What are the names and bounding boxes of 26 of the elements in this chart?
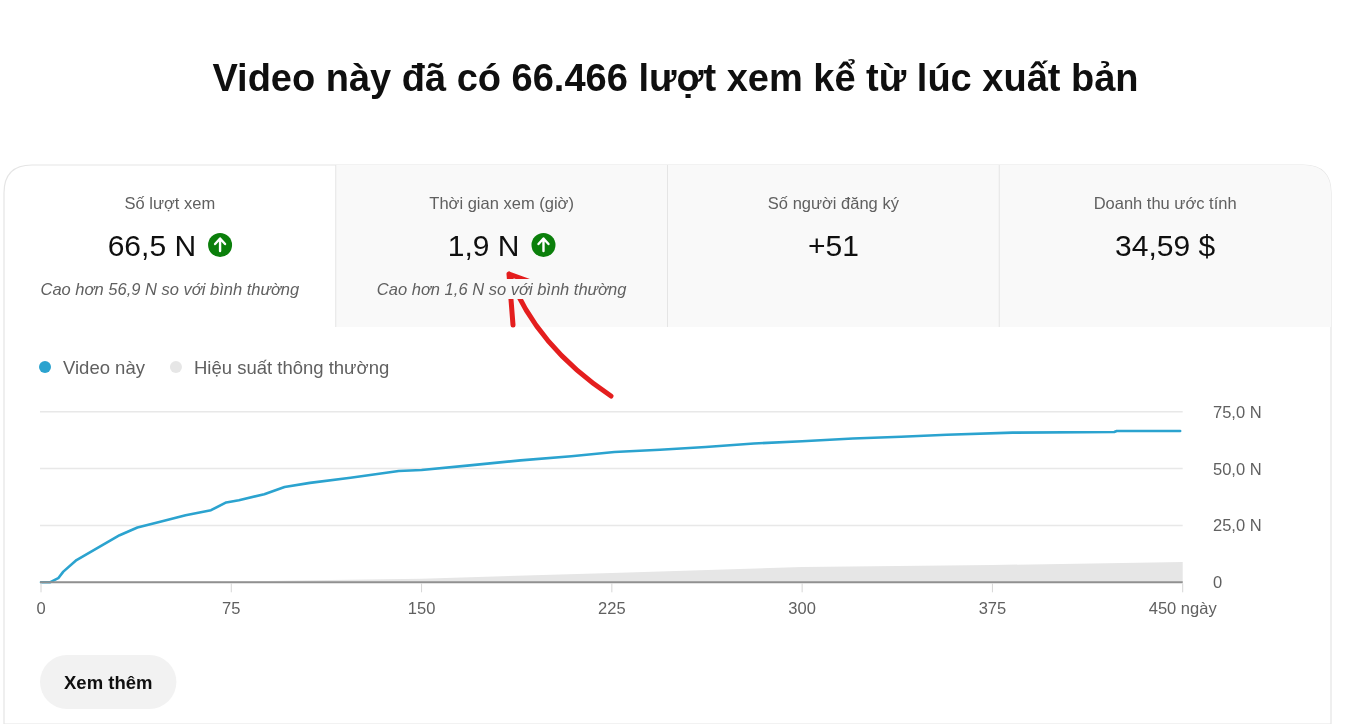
x-tick-label: 375	[978, 599, 1007, 617]
category-label: Số lượt xem	[124, 194, 216, 212]
x-tick-label: 450 ngày	[1148, 599, 1218, 617]
x-tick-label: 225	[598, 599, 626, 617]
y-tick-label: 0	[1213, 573, 1223, 592]
legend-label: Video này	[63, 356, 146, 378]
x-tick-label: 300	[788, 599, 816, 617]
text: 1,9 N	[447, 229, 520, 262]
x-tick-label: 0	[36, 599, 46, 617]
text: 66,5 N	[107, 229, 197, 262]
text: Video này đã có 66.466 lượt xem kể từ lúc xuất bản	[212, 57, 1139, 99]
line-series	[39, 429, 1182, 584]
x-tick-label: 150	[407, 599, 436, 617]
legend-label: Hiệu suất thông thường	[193, 356, 390, 378]
text: 34,59 $	[1115, 229, 1216, 262]
text: +51	[807, 229, 859, 262]
category-label: Doanh thu ước tính	[1093, 194, 1237, 212]
category-label: Thời gian xem (giờ)	[429, 194, 574, 212]
x-tick-label: 75	[222, 599, 241, 617]
y-tick-label: 50,0 N	[1213, 459, 1262, 478]
text: Cao hơn 56,9 N so với bình thường	[40, 280, 301, 298]
text: Xem thêm	[64, 671, 153, 693]
category-label: Số người đăng ký	[767, 194, 900, 212]
y-tick-label: 75,0 N	[1213, 402, 1262, 421]
text: Cao hơn 1,6 N so với bình thường	[376, 280, 628, 298]
y-tick-label: 25,0 N	[1213, 516, 1262, 535]
